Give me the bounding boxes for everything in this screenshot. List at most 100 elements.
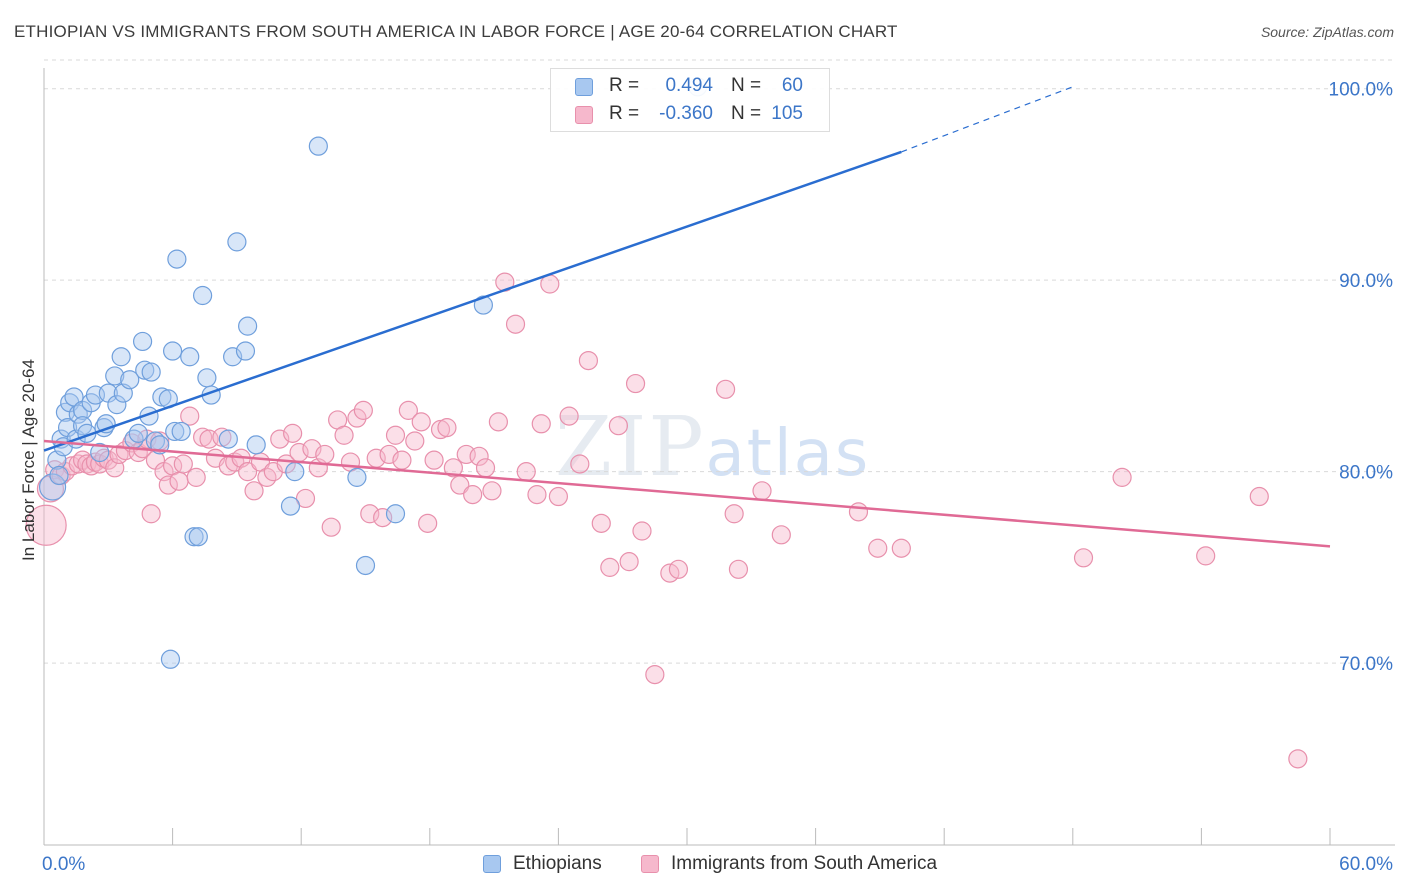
data-point-immigrants-south-america — [186, 467, 206, 487]
data-point-immigrants-south-america — [608, 416, 629, 436]
data-point-immigrants-south-america — [353, 400, 373, 420]
data-point-immigrants-south-america — [724, 504, 744, 524]
data-point-immigrants-south-america — [373, 507, 393, 528]
data-point-immigrants-south-america — [25, 504, 67, 546]
data-point-immigrants-south-america — [570, 454, 590, 474]
data-point-ethiopians — [163, 341, 183, 361]
data-point-immigrants-south-america — [295, 488, 316, 509]
y-tick-label: 70.0% — [1339, 654, 1393, 675]
data-point-immigrants-south-america — [1112, 467, 1132, 487]
data-point-immigrants-south-america — [158, 475, 178, 495]
data-point-ethiopians — [280, 496, 301, 516]
data-point-ethiopians — [171, 421, 191, 442]
data-point-immigrants-south-america — [244, 481, 264, 501]
data-point-ethiopians — [184, 527, 204, 547]
data-point-immigrants-south-america — [1196, 546, 1216, 566]
data-point-immigrants-south-america — [488, 412, 508, 432]
data-point-immigrants-south-america — [321, 517, 341, 537]
data-point-ethiopians — [347, 467, 367, 487]
y-tick-label: 80.0% — [1339, 463, 1393, 484]
data-point-ethiopians — [105, 366, 125, 386]
data-point-immigrants-south-america — [771, 525, 791, 545]
data-point-ethiopians — [90, 442, 110, 463]
data-point-immigrants-south-america — [752, 481, 772, 501]
legend-n-label: N = — [731, 75, 762, 96]
legend-r-label: R = — [609, 75, 640, 96]
data-point-immigrants-south-america — [334, 425, 354, 445]
data-point-immigrants-south-america — [531, 414, 551, 434]
data-point-immigrants-south-america — [173, 454, 193, 474]
data-point-ethiopians — [285, 462, 305, 482]
data-point-ethiopians — [238, 316, 258, 336]
data-point-immigrants-south-america — [482, 481, 502, 501]
data-point-immigrants-south-america — [418, 513, 438, 533]
data-point-immigrants-south-america — [315, 444, 335, 465]
data-point-immigrants-south-america — [169, 471, 189, 491]
data-point-ethiopians — [308, 136, 328, 156]
series-legend: Ethiopians Immigrants from South America — [0, 852, 1406, 878]
data-point-immigrants-south-america — [283, 423, 303, 443]
data-point-ethiopians — [188, 527, 208, 547]
data-point-immigrants-south-america — [424, 450, 444, 470]
data-point-immigrants-south-america — [475, 458, 496, 478]
axes — [43, 68, 1395, 846]
trend-line-ethiopians — [43, 150, 902, 452]
data-point-ethiopians — [473, 295, 493, 315]
x-tick-label-min: 0.0% — [42, 854, 85, 875]
data-point-immigrants-south-america — [405, 431, 425, 451]
data-point-ethiopians — [218, 429, 238, 449]
data-point-immigrants-south-america — [463, 485, 483, 505]
data-point-ethiopians — [165, 421, 185, 442]
data-point-immigrants-south-america — [1073, 548, 1094, 568]
y-tick-label: 100.0% — [1329, 80, 1394, 101]
data-point-immigrants-south-america — [392, 450, 412, 470]
data-point-immigrants-south-america — [437, 418, 457, 438]
data-point-immigrants-south-america — [1249, 486, 1269, 507]
data-point-ethiopians — [111, 347, 131, 367]
data-point-ethiopians — [128, 423, 148, 443]
data-point-immigrants-south-america — [347, 408, 367, 428]
legend-row-ethiopians: R = 0.494 N = 60 — [551, 73, 829, 101]
trend-line-ethiopians-extension — [901, 86, 1074, 153]
data-point-ethiopians — [107, 395, 127, 415]
data-point-immigrants-south-america — [891, 538, 911, 558]
data-point-immigrants-south-america — [469, 446, 489, 466]
data-point-immigrants-south-america — [1288, 749, 1308, 769]
data-point-immigrants-south-america — [715, 379, 736, 399]
legend-row-south-america: R = -0.360 N = 105 — [551, 101, 829, 129]
legend-label: Immigrants from South America — [671, 853, 938, 874]
data-point-immigrants-south-america — [443, 458, 463, 478]
data-point-immigrants-south-america — [516, 462, 536, 482]
data-point-immigrants-south-america — [868, 538, 888, 558]
data-point-immigrants-south-america — [411, 412, 431, 432]
legend-n-value: 60 — [781, 75, 803, 96]
data-point-immigrants-south-america — [591, 513, 611, 533]
data-point-immigrants-south-america — [645, 664, 665, 685]
watermark-atlas: atlas — [705, 417, 871, 491]
data-point-immigrants-south-america — [728, 559, 749, 579]
data-point-immigrants-south-america — [578, 350, 599, 371]
legend-label: Ethiopians — [513, 853, 602, 874]
legend-swatch-pink — [575, 106, 593, 124]
data-point-ethiopians — [120, 370, 140, 390]
gridlines — [44, 59, 1395, 664]
legend-r-value: -0.360 — [659, 103, 713, 124]
data-point-immigrants-south-america — [505, 314, 526, 334]
data-point-ethiopians — [49, 465, 69, 486]
data-point-ethiopians — [38, 473, 67, 501]
data-point-immigrants-south-america — [527, 485, 547, 505]
data-point-immigrants-south-america — [600, 557, 620, 577]
chart-title: ETHIOPIAN VS IMMIGRANTS FROM SOUTH AMERI… — [14, 22, 898, 41]
data-point-ethiopians — [385, 504, 406, 524]
legend-swatch-blue — [483, 855, 501, 873]
data-point-immigrants-south-america — [141, 504, 161, 524]
legend-swatch-pink — [641, 855, 659, 873]
data-point-ethiopians — [235, 341, 256, 361]
watermark: ZIPatlas — [555, 400, 870, 495]
data-point-ethiopians — [227, 232, 247, 252]
data-point-ethiopians — [197, 368, 217, 388]
data-point-immigrants-south-america — [360, 504, 380, 524]
y-tick-label: 90.0% — [1339, 271, 1393, 292]
data-point-immigrants-south-america — [238, 462, 258, 482]
